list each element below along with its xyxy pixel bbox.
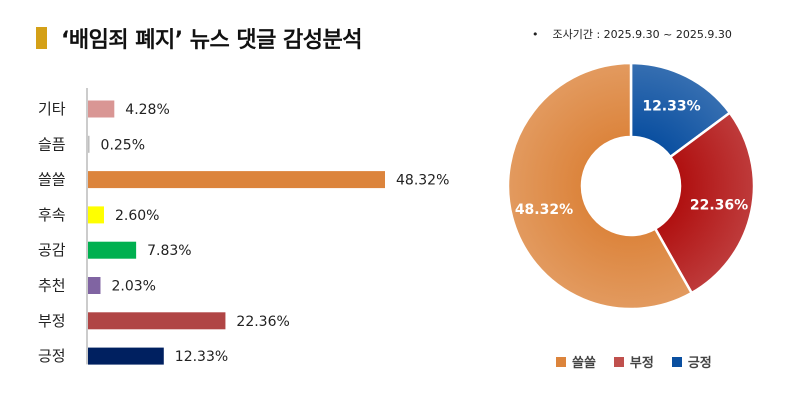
bar-value-label: 7.83% [147,243,191,259]
bar-value-label: 12.33% [175,349,228,365]
legend-label: 쓸쓸 [572,356,596,371]
bar-chart: 기타 4.28% 슬픔 0.25% 쓸쓸 48.32% 후속 2.60% 공감 7.83% 추천 2.… [38,88,449,365]
survey-period-text: 조사기간 : 2025.9.30 ~ 2025.9.30 [552,28,732,41]
bar-category-label: 후속 [38,206,66,224]
page-title: ‘배임죄 폐지’ 뉴스 댓글 감성분석 [61,28,362,53]
bar-category-label: 기타 [38,100,66,118]
bar-value-label: 2.03% [111,279,155,295]
donut-slice-1 [629,61,732,159]
title-marker [36,27,47,49]
legend-swatch [613,356,624,367]
donut-legend: 쓸쓸 부정 긍정 [556,352,712,371]
bar-category-label: 쓸쓸 [38,171,66,189]
donut-slice-label: 48.32% [515,202,573,218]
bar-value-label: 48.32% [396,173,449,189]
bar-5 [88,241,137,259]
legend-swatch [556,356,566,367]
survey-bullet: • [532,28,539,41]
bar-8 [88,347,164,365]
legend-label: 긍정 [687,356,712,371]
bar-value-label: 22.36% [236,314,289,330]
bar-category-label: 긍정 [38,347,66,365]
legend-swatch [671,356,682,367]
donut-slice-2 [653,111,756,295]
legend-item: 부정 [613,352,654,371]
bar-value-label: 2.60% [115,208,159,224]
donut-slice-label: 12.33% [642,99,700,115]
bar-2 [88,135,90,153]
bar-7 [88,312,226,330]
donut-slice-3 [506,61,694,311]
survey-period: • 조사기간 : 2025.9.30 ~ 2025.9.30 [532,26,732,42]
bar-4 [88,206,104,224]
title-block: ‘배임죄 폐지’ 뉴스 댓글 감성분석 [36,22,362,54]
bar-category-label: 슬픔 [38,135,66,153]
bar-category-label: 추천 [38,277,66,295]
bar-value-label: 0.25% [101,137,145,153]
legend-item: 긍정 [671,352,712,371]
legend-label: 부정 [629,356,654,371]
bar-category-label: 부정 [38,312,66,330]
legend-item: 쓸쓸 [556,352,596,371]
bar-3 [88,171,385,189]
bar-value-label: 4.28% [125,102,169,118]
bar-category-label: 공감 [38,241,66,259]
donut-slice-label: 22.36% [690,198,748,214]
bar-6 [88,277,101,294]
bar-1 [88,100,115,118]
